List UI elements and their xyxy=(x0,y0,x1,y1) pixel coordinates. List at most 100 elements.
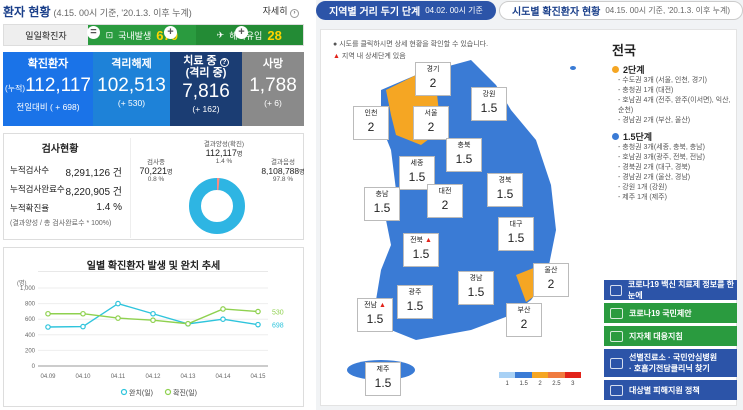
proposal-button[interactable]: 코로나19 국민제안 xyxy=(604,303,737,323)
daily-confirmed-bar: 일일확진자 ⊡국내발생670 ✈해외유입28 xyxy=(3,24,304,46)
region-label-chungnam[interactable]: 충남 1.5 xyxy=(364,187,400,221)
legend-label: 확진(일) xyxy=(173,388,197,397)
data-point xyxy=(185,320,191,327)
region-label-seoul[interactable]: 서울 2 xyxy=(413,106,449,140)
region-label-ulsan[interactable]: 울산 2 xyxy=(533,263,569,297)
ulleung-shape xyxy=(570,66,576,70)
region-label-gwangju[interactable]: 광주 1.5 xyxy=(397,285,433,319)
legend-swatch xyxy=(499,372,516,378)
level-15-dot xyxy=(612,133,619,140)
data-point xyxy=(45,310,51,317)
country-title: 전국 xyxy=(612,43,636,58)
proposal-icon xyxy=(610,307,623,319)
data-point xyxy=(150,317,156,324)
region-label-incheon[interactable]: 인천 2 xyxy=(353,106,389,140)
region-label-jeju[interactable]: 제주 1.5 xyxy=(365,362,401,396)
daily-label: 일일확진자 xyxy=(4,25,88,45)
patient-status-panel: 환자 현황 (4.15. 00시 기준, '20.1.3. 이후 누계) 자세히 … xyxy=(0,0,307,410)
region-label-jeonbuk[interactable]: 전북 ▲ 1.5 xyxy=(403,233,439,267)
y-tick-label: 800 xyxy=(25,302,36,308)
vaccine-icon xyxy=(610,284,622,296)
stat-row: 누적확진율 1.4 % xyxy=(10,202,122,213)
x-tick-label: 04.12 xyxy=(145,374,161,380)
legend-marker xyxy=(120,388,128,396)
y-tick-label: 1,000 xyxy=(20,286,36,292)
detail-link[interactable]: 자세히 › xyxy=(263,4,299,18)
overseas-cases: ✈해외유입28 xyxy=(195,25,303,45)
y-tick-label: 0 xyxy=(32,364,36,370)
region-label-daegu[interactable]: 대구 1.5 xyxy=(498,217,534,251)
legend-swatch xyxy=(531,372,549,378)
data-point xyxy=(80,323,86,330)
end-value-label: 698 xyxy=(272,323,284,330)
data-point xyxy=(150,310,156,317)
level-summary: 전국 2단계 - 수도권 3개 (서울, 인천, 경기) - 충청권 1개 (대전… xyxy=(604,30,737,405)
legend-swatch xyxy=(564,372,582,378)
detail-level-note: ▲ 지역 내 상세단계 있음 xyxy=(333,53,406,60)
warning-icon: ▲ xyxy=(424,237,432,244)
level-2-dot xyxy=(612,66,619,73)
trend-title: 일별 확진환자 발생 및 완치 추세 xyxy=(86,261,221,272)
support-policy-button[interactable]: 대상별 피해지원 정책 xyxy=(604,380,737,400)
stat-row: 누적검사완료수 8,220,905 건 xyxy=(10,184,122,198)
confirmed-box: 확진환자 (누적)112,117 전일대비 ( + 698) xyxy=(3,52,93,126)
region-label-gyeonggi[interactable]: 경기 2 xyxy=(415,62,451,96)
plus-icon: + xyxy=(164,26,177,39)
x-tick-label: 04.14 xyxy=(215,374,231,380)
data-point xyxy=(115,300,121,307)
x-tick-label: 04.10 xyxy=(75,374,91,380)
tab-regional-confirmed[interactable]: 시도별 확진환자 현황 04.15. 00시 기준, '20.1.3. 이후 누계… xyxy=(499,1,743,20)
region-label-busan[interactable]: 부산 2 xyxy=(506,303,542,337)
treatment-box: 치료 중 ? (격리 중) 7,816 (+ 162) xyxy=(170,52,242,126)
data-point xyxy=(255,321,261,328)
legend-marker xyxy=(164,388,172,396)
region-label-jeonnam[interactable]: 전남 ▲ 1.5 xyxy=(357,298,393,332)
tab-distancing-level[interactable]: 지역별 거리 두기 단계 04.02. 00시 기준 xyxy=(316,1,496,20)
level-15-group: 1.5단계 - 충청권 3개(세종, 충북, 충남) - 호남권 3개(광주, 전… xyxy=(612,130,737,203)
clinic-finder-button[interactable]: 선별진료소 · 국민안심병원 · 호흡기전담클리닉 찾기 xyxy=(604,349,737,377)
support-icon xyxy=(610,384,623,396)
donut-left-label: 검사중 70,221명 0.8 % xyxy=(139,159,173,183)
trend-chart: (명) 0 200 400 600 800 1,000 04.09 04.10 04.11 04.1… xyxy=(17,279,284,397)
legend-swatch xyxy=(515,372,532,378)
test-stats: 누적검사수 8,291,126 건 누적검사완료수 8,220,905 건 누적확진… xyxy=(10,164,122,228)
donut-right-label: 결과음성 8,108,788명 97.8 % xyxy=(261,159,305,183)
domestic-icon: ⊡ xyxy=(105,29,114,40)
y-tick-label: 400 xyxy=(25,333,36,339)
region-tabs: 지역별 거리 두기 단계 04.02. 00시 기준 시도별 확진환자 현황 04.… xyxy=(316,1,743,20)
legend-swatch xyxy=(548,372,565,378)
region-label-daejeon[interactable]: 대전 2 xyxy=(427,184,463,218)
test-title: 검사현황 xyxy=(41,144,79,155)
plane-icon: ✈ xyxy=(216,29,225,40)
death-box: 사망 1,788 (+ 6) xyxy=(242,52,304,126)
data-point xyxy=(115,315,121,321)
warning-icon: ▲ xyxy=(333,53,340,60)
test-donut-area: 결과양성(확진) 112,117명 1.4 % 검사중 70,221명 0.8 % 결과… xyxy=(130,138,305,238)
local-guideline-button[interactable]: 지자체 대응지침 xyxy=(604,326,737,346)
y-tick-label: 200 xyxy=(25,348,36,354)
released-box: 격리해제 102,513 (+ 530) xyxy=(93,52,170,126)
data-point xyxy=(45,324,51,330)
y-tick-label: 600 xyxy=(25,317,36,323)
vaccine-info-button[interactable]: 코로나19 백신 치료제 정보를 한눈에 xyxy=(604,280,737,300)
document-icon xyxy=(610,330,623,342)
map-card: ● 시도를 클릭하시면 상세 현황을 확인할 수 있습니다. ▲ 지역 내 상세… xyxy=(320,29,737,406)
region-panel: 지역별 거리 두기 단계 04.02. 00시 기준 시도별 확진환자 현황 04.… xyxy=(316,0,743,410)
warning-icon: ▲ xyxy=(378,302,386,309)
next-icon: › xyxy=(290,9,299,18)
region-label-gyeongbuk[interactable]: 경북 1.5 xyxy=(487,173,523,207)
donut-top-label: 결과양성(확진) 112,117명 1.4 % xyxy=(203,141,245,165)
region-label-gangwon[interactable]: 강원 1.5 xyxy=(471,87,507,121)
test-footnote: (결과양성 / 총 검사완료수 * 100%) xyxy=(10,220,112,227)
x-tick-label: 04.15 xyxy=(250,374,266,380)
region-label-gyeongnam[interactable]: 경남 1.5 xyxy=(458,271,494,305)
panel-title: 환자 현황 (4.15. 00시 기준, '20.1.3. 이후 누계) xyxy=(3,5,192,19)
region-label-chungbuk[interactable]: 충북 1.5 xyxy=(446,138,482,172)
data-point xyxy=(220,316,226,323)
test-status-section: 검사현황 누적검사수 8,291,126 건 누적검사완료수 8,220,905 건… xyxy=(3,133,305,240)
x-tick-label: 04.09 xyxy=(40,374,56,380)
help-icon[interactable]: ? xyxy=(219,58,229,67)
domestic-cases: ⊡국내발생670 xyxy=(88,25,196,45)
trend-section: 일별 확진환자 발생 및 완치 추세 (명) 0 200 400 600 800 1,000… xyxy=(3,247,304,407)
data-point xyxy=(80,310,86,317)
